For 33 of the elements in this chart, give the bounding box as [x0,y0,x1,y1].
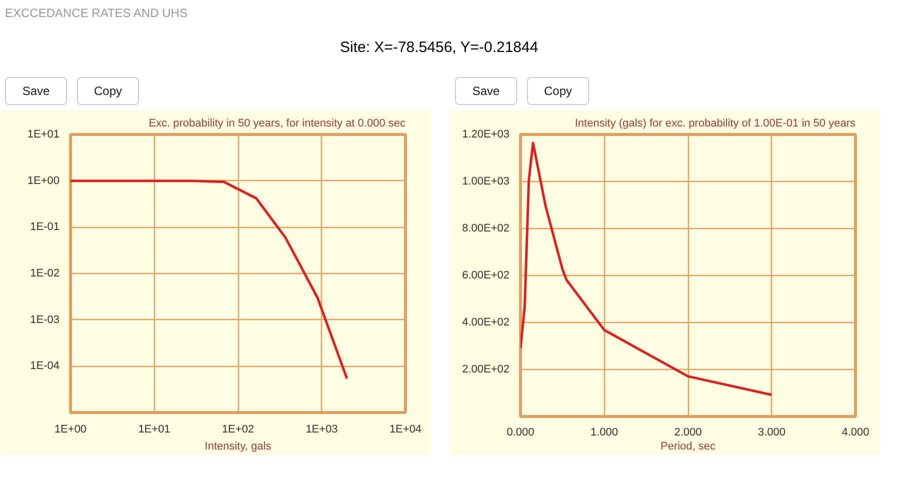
x-tick-label: 4.000 [842,426,870,438]
x-tick-label: 1E+00 [54,424,87,436]
x-axis-title: Intensity, gals [204,440,272,452]
y-tick-label: 1.20E+03 [462,128,510,140]
text: Site: X=-78.5456, Y=-0.21844 [340,38,538,58]
x-tick-label: 0.000 [506,426,534,438]
x-tick-label: 3.000 [758,426,786,438]
y-tick-label: 8.00E+02 [462,222,510,234]
y-tick-label: 1E-04 [30,360,60,372]
text: Save [5,77,67,105]
x-tick-label: 1E+01 [138,424,170,436]
chart-title: Exc. probability in 50 years, for intensity at 0.000 sec [148,118,406,130]
text: Copy [77,77,139,105]
x-tick-label: 1E+04 [389,424,422,436]
text: Copy [527,77,589,105]
x-tick-label: 1E+02 [222,424,254,436]
x-tick-label: 1E+03 [306,424,338,436]
y-tick-label: 1E+01 [27,128,60,140]
text: EXCCEDANCE RATES AND UHS [5,5,188,22]
chart-title: Intensity (gals) for exc. probability of 1.00E-01 in 50 years [574,118,856,130]
y-tick-label: 1E-01 [30,221,60,234]
x-tick-label: 2.000 [674,426,702,438]
x-axis-title: Period, sec [660,440,716,452]
y-tick-label: 1.00E+03 [462,176,510,188]
y-tick-label: 1E-03 [30,314,60,326]
x-tick-label: 1.000 [590,426,618,438]
y-tick-label: 2.00E+02 [462,364,510,376]
y-tick-label: 4.00E+02 [462,316,510,328]
line-series [520,142,773,396]
y-tick-label: 1E-02 [30,268,60,280]
y-tick-label: 6.00E+02 [462,270,510,282]
y-tick-label: 1E+00 [27,174,60,187]
text: Save [455,77,517,105]
